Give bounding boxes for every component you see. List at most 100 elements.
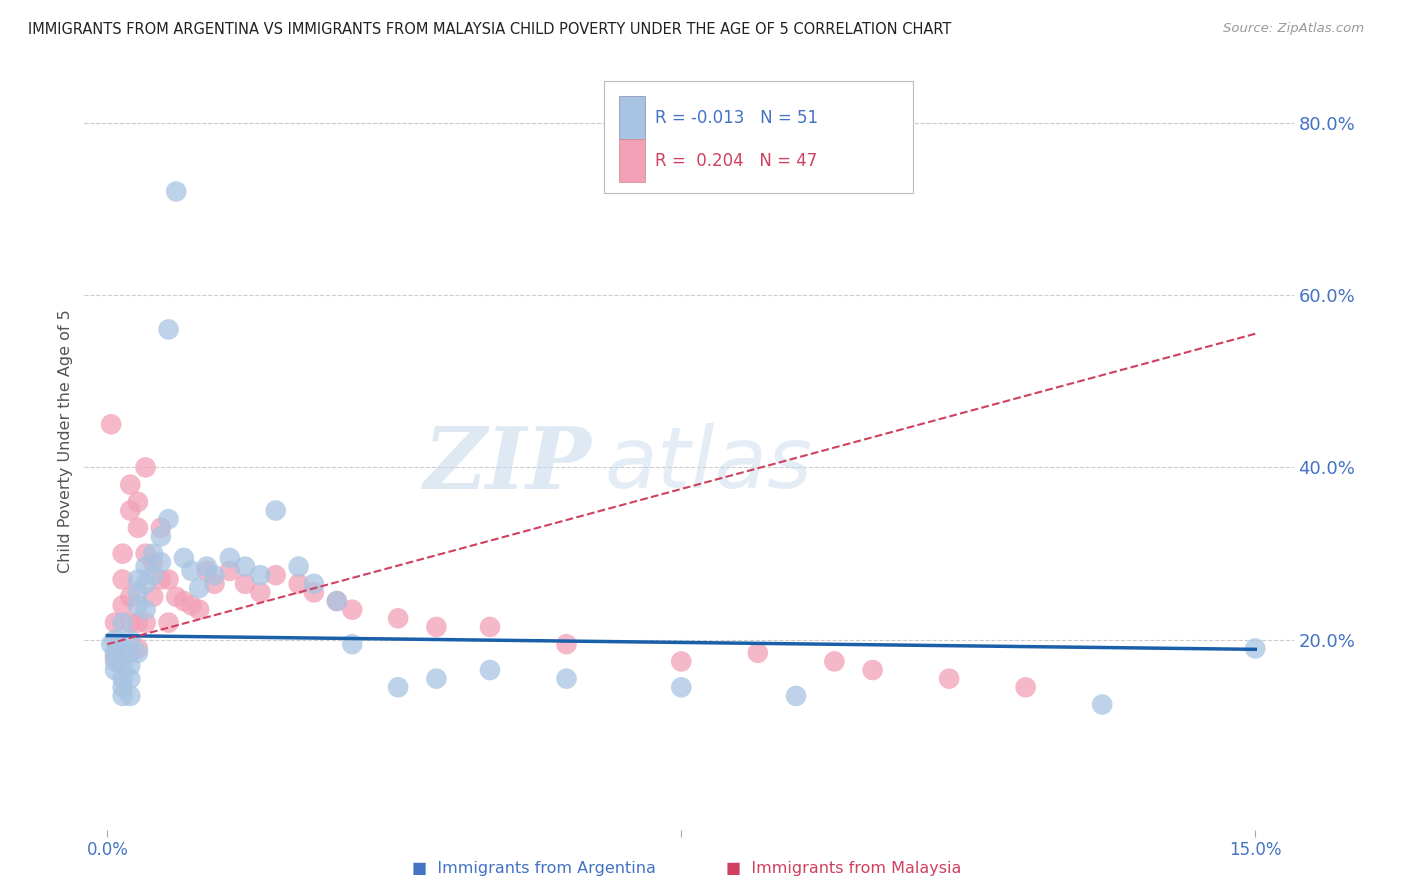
Point	[342, 637, 364, 651]
Point	[104, 654, 127, 669]
Point	[180, 564, 202, 578]
Point	[218, 550, 240, 566]
Point	[142, 555, 165, 569]
Point	[127, 495, 149, 509]
Point	[165, 185, 187, 199]
Point	[120, 615, 142, 630]
Point	[671, 680, 693, 694]
Point	[555, 637, 578, 651]
Y-axis label: Child Poverty Under the Age of 5: Child Poverty Under the Age of 5	[58, 310, 73, 574]
Point	[127, 573, 149, 587]
Point	[326, 594, 349, 608]
Point	[111, 547, 134, 561]
Point	[135, 615, 157, 630]
Point	[111, 689, 134, 703]
Point	[120, 503, 142, 517]
Point	[387, 611, 409, 625]
Point	[120, 590, 142, 604]
Point	[249, 585, 271, 599]
Point	[671, 654, 693, 669]
Point	[195, 564, 218, 578]
Point	[149, 573, 172, 587]
Point	[142, 568, 165, 582]
Point	[135, 576, 157, 591]
Point	[478, 663, 501, 677]
Point	[104, 646, 127, 660]
Point	[387, 680, 409, 694]
Point	[326, 594, 349, 608]
Point	[302, 585, 325, 599]
Point	[425, 672, 447, 686]
Point	[195, 559, 218, 574]
Point	[120, 477, 142, 491]
Point	[264, 568, 287, 582]
Point	[142, 547, 165, 561]
Point	[127, 615, 149, 630]
Point	[218, 564, 240, 578]
Text: R = -0.013   N = 51: R = -0.013 N = 51	[655, 109, 818, 127]
Point	[180, 599, 202, 613]
Point	[204, 576, 226, 591]
Point	[478, 620, 501, 634]
Point	[127, 599, 149, 613]
Point	[149, 529, 172, 543]
Point	[173, 594, 195, 608]
Point	[862, 663, 884, 677]
Point	[135, 559, 157, 574]
Point	[127, 646, 149, 660]
Point	[104, 615, 127, 630]
Point	[1014, 680, 1036, 694]
Point	[149, 555, 172, 569]
Point	[233, 576, 256, 591]
Point	[127, 641, 149, 656]
Text: ■  Immigrants from Malaysia: ■ Immigrants from Malaysia	[725, 861, 962, 876]
Point	[127, 521, 149, 535]
Point	[342, 603, 364, 617]
Point	[785, 689, 807, 703]
Point	[287, 576, 309, 591]
Point	[264, 503, 287, 517]
Point	[135, 460, 157, 475]
Point	[104, 650, 127, 665]
Text: Source: ZipAtlas.com: Source: ZipAtlas.com	[1223, 22, 1364, 36]
Point	[111, 672, 134, 686]
Point	[104, 632, 127, 647]
Text: ZIP: ZIP	[425, 423, 592, 507]
Point	[100, 637, 122, 651]
Point	[173, 550, 195, 566]
Point	[165, 590, 187, 604]
Point	[120, 658, 142, 673]
Point	[425, 620, 447, 634]
Point	[104, 663, 127, 677]
FancyBboxPatch shape	[605, 80, 912, 194]
Point	[157, 512, 180, 526]
Point	[142, 590, 165, 604]
Point	[1244, 641, 1267, 656]
Point	[120, 646, 142, 660]
Point	[188, 581, 211, 595]
Text: atlas: atlas	[605, 424, 813, 507]
Point	[233, 559, 256, 574]
Point	[111, 658, 134, 673]
Text: IMMIGRANTS FROM ARGENTINA VS IMMIGRANTS FROM MALAYSIA CHILD POVERTY UNDER THE AG: IMMIGRANTS FROM ARGENTINA VS IMMIGRANTS …	[28, 22, 952, 37]
Point	[157, 615, 180, 630]
Point	[120, 672, 142, 686]
Point	[127, 585, 149, 599]
Point	[120, 632, 142, 647]
Point	[747, 646, 769, 660]
Text: ■  Immigrants from Argentina: ■ Immigrants from Argentina	[412, 861, 657, 876]
Point	[157, 573, 180, 587]
Point	[111, 615, 134, 630]
Point	[111, 680, 134, 694]
Point	[157, 322, 180, 336]
Point	[135, 547, 157, 561]
FancyBboxPatch shape	[619, 139, 645, 182]
Point	[111, 599, 134, 613]
Text: R =  0.204   N = 47: R = 0.204 N = 47	[655, 152, 817, 169]
Point	[249, 568, 271, 582]
FancyBboxPatch shape	[619, 96, 645, 139]
Point	[120, 689, 142, 703]
Point	[149, 521, 172, 535]
Point	[938, 672, 960, 686]
Point	[302, 576, 325, 591]
